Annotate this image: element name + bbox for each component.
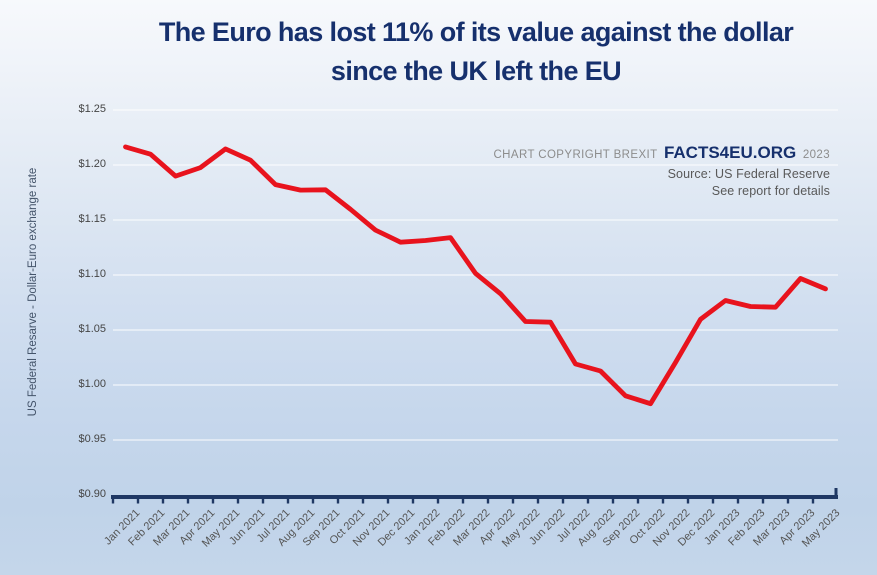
copyright-prefix: CHART COPYRIGHT BREXIT	[493, 149, 658, 161]
y-axis-label: $1.25	[78, 103, 106, 115]
y-axis-label: $1.10	[78, 268, 106, 280]
copyright-year: 2023	[802, 149, 830, 161]
y-axis-label: $1.20	[78, 158, 106, 170]
exchange-rate-line	[123, 144, 828, 407]
chart-title-line1: The Euro has lost 11% of its value again…	[158, 17, 794, 47]
y-axis-label: $1.05	[78, 323, 106, 335]
y-axis-label: $1.00	[78, 378, 106, 390]
chart-title: The Euro has lost 11% of its value again…	[76, 13, 876, 91]
copyright-line: CHART COPYRIGHT BREXIT FACTS4EU.ORG 2023	[493, 143, 830, 163]
y-axis-label: $0.90	[78, 488, 106, 500]
brand-name: FACTS4EU.ORG	[663, 143, 797, 162]
copyright-block: CHART COPYRIGHT BREXIT FACTS4EU.ORG 2023…	[493, 143, 830, 200]
source-line: Source: US Federal Reserve See report fo…	[493, 166, 830, 200]
chart-title-line2: since the UK left the EU	[330, 56, 622, 86]
source-text: Source: US Federal Reserve	[667, 167, 830, 181]
report-note: See report for details	[711, 184, 830, 198]
y-axis-label: $1.15	[78, 213, 106, 225]
y-axis-label: $0.95	[78, 433, 106, 445]
